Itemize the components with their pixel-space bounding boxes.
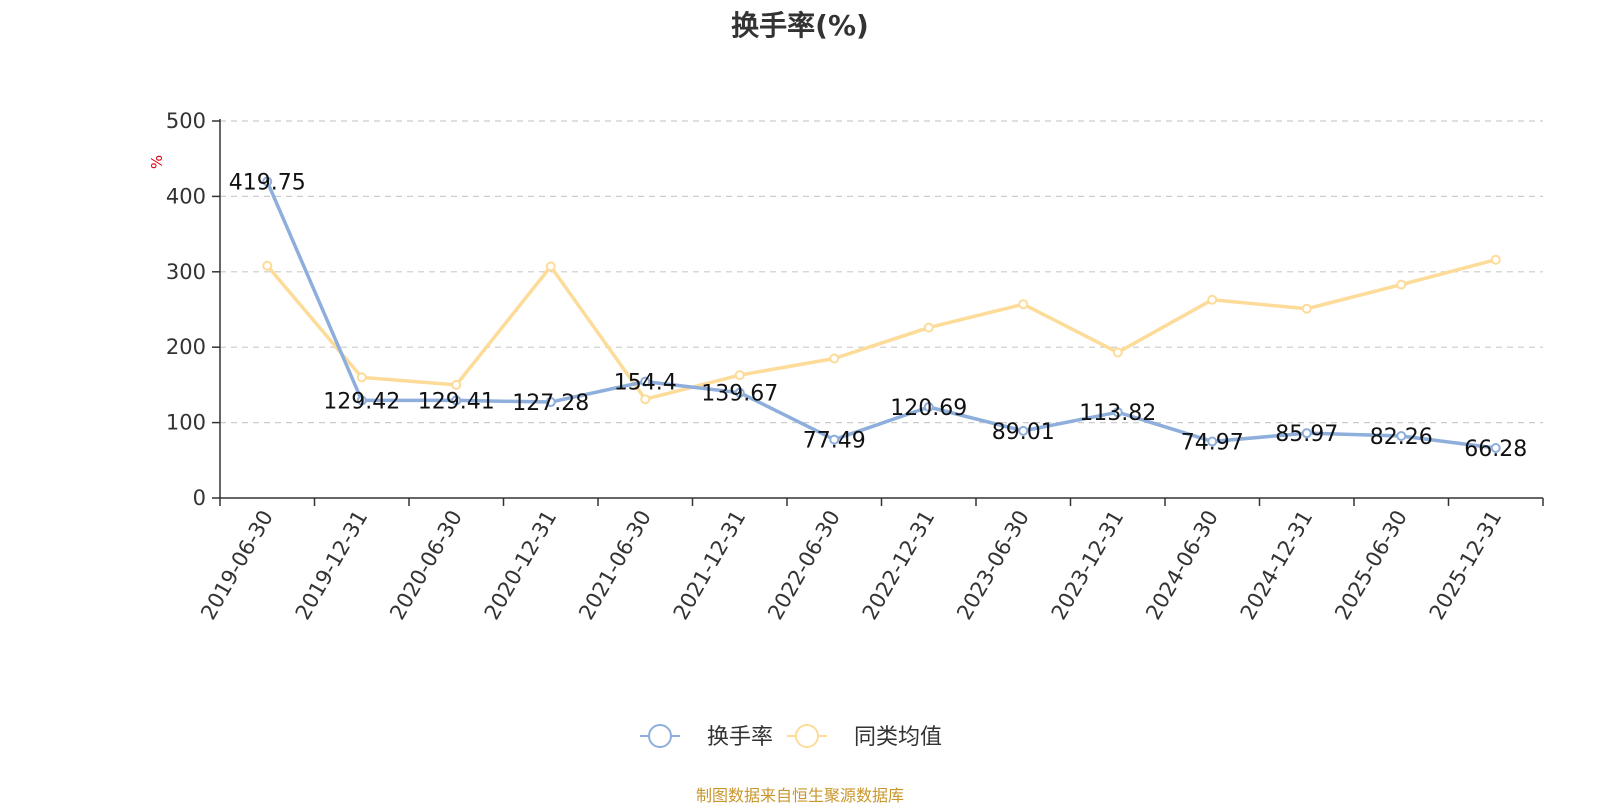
data-label: 139.67 [701, 382, 778, 407]
data-point-turnover [1490, 443, 1501, 454]
legend-item-turnover: 换手率 [640, 724, 773, 750]
legend-marker [648, 724, 672, 748]
data-point-peer-average [356, 372, 367, 383]
x-tick-label: 2021-06-30 [574, 506, 656, 624]
data-point-turnover [545, 397, 556, 408]
x-tick-label: 2023-12-31 [1047, 506, 1129, 624]
x-tick-label: 2020-12-31 [480, 506, 562, 624]
x-tick-label: 2025-06-30 [1330, 506, 1412, 624]
x-tick-label: 2021-12-31 [669, 506, 751, 624]
grid-lines [220, 120, 1543, 424]
legend: 换手率 同类均值 [640, 724, 942, 750]
data-point-turnover [1301, 428, 1312, 439]
data-label: 85.97 [1275, 422, 1338, 447]
y-tick-label: 400 [166, 184, 206, 208]
data-label: 419.75 [229, 171, 306, 196]
data-point-turnover [451, 395, 462, 406]
series-line-peer-average [265, 258, 1497, 401]
data-point-turnover [1396, 430, 1407, 441]
data-source-note: 制图数据来自恒生聚源数据库 [695, 786, 904, 805]
data-label: 74.97 [1181, 430, 1244, 455]
y-axis-ticks: 0 100 200 300 400 500 [166, 109, 220, 510]
data-label: 154.4 [614, 371, 677, 396]
data-point-peer-average [1207, 294, 1218, 305]
series-line-turnover [265, 180, 1496, 450]
data-point-peer-average [262, 260, 273, 271]
x-tick-label: 2022-06-30 [763, 506, 845, 624]
data-point-turnover [640, 376, 651, 387]
chart-title: 换手率(%) [731, 9, 869, 42]
data-point-peer-average [451, 379, 462, 390]
series-layer [262, 176, 1501, 454]
data-label: 77.49 [803, 429, 866, 454]
data-label: 113.82 [1079, 401, 1156, 426]
data-point-turnover [829, 434, 840, 445]
data-point-peer-average [923, 322, 934, 333]
data-point-turnover [1018, 425, 1029, 436]
data-label: 66.28 [1464, 437, 1527, 462]
y-axis-unit: % [148, 155, 166, 169]
legend-item-peer-average: 同类均值 [787, 724, 942, 750]
data-point-peer-average [1301, 303, 1312, 314]
data-labels: 419.75 129.42 129.41 127.28 154.4 139.67 77.49… [229, 171, 1527, 463]
data-label: 120.69 [890, 396, 967, 421]
data-label: 129.41 [418, 389, 495, 414]
y-tick-label: 200 [166, 335, 206, 359]
legend-label: 换手率 [707, 725, 773, 750]
x-tick-label: 2024-06-30 [1141, 506, 1223, 624]
data-point-turnover [1112, 407, 1123, 418]
data-point-peer-average [734, 370, 745, 381]
x-tick-label: 2023-06-30 [952, 506, 1034, 624]
x-tick-label: 2025-12-31 [1425, 506, 1507, 624]
data-point-peer-average [545, 261, 556, 272]
axes [219, 119, 1543, 499]
data-point-peer-average [640, 394, 651, 405]
data-point-turnover [1207, 436, 1218, 447]
x-tick-label: 2022-12-31 [858, 506, 940, 624]
data-point-peer-average [1112, 347, 1123, 358]
x-tick-label: 2020-06-30 [385, 506, 467, 624]
x-tick-label: 2019-12-31 [291, 506, 373, 624]
data-point-turnover [262, 176, 273, 187]
y-tick-label: 300 [166, 260, 206, 284]
data-point-turnover [923, 401, 934, 412]
data-label: 129.42 [323, 389, 400, 414]
y-tick-label: 0 [193, 486, 206, 510]
legend-marker [795, 724, 819, 748]
data-label: 127.28 [512, 391, 589, 416]
data-point-peer-average [1396, 279, 1407, 290]
x-tick-label: 2019-06-30 [196, 506, 278, 624]
legend-label: 同类均值 [854, 725, 942, 750]
x-axis-ticks: 2019-06-30 2019-12-31 2020-06-30 2020-12-31… [196, 498, 1544, 624]
data-point-peer-average [1018, 299, 1029, 310]
data-point-turnover [356, 395, 367, 406]
data-label: 82.26 [1370, 425, 1433, 450]
data-point-peer-average [1490, 254, 1501, 265]
data-point-peer-average [829, 353, 840, 364]
data-label: 89.01 [992, 420, 1055, 445]
y-tick-label: 500 [166, 109, 206, 133]
x-tick-label: 2024-12-31 [1236, 506, 1318, 624]
y-tick-label: 100 [166, 411, 206, 435]
data-point-turnover [734, 387, 745, 398]
